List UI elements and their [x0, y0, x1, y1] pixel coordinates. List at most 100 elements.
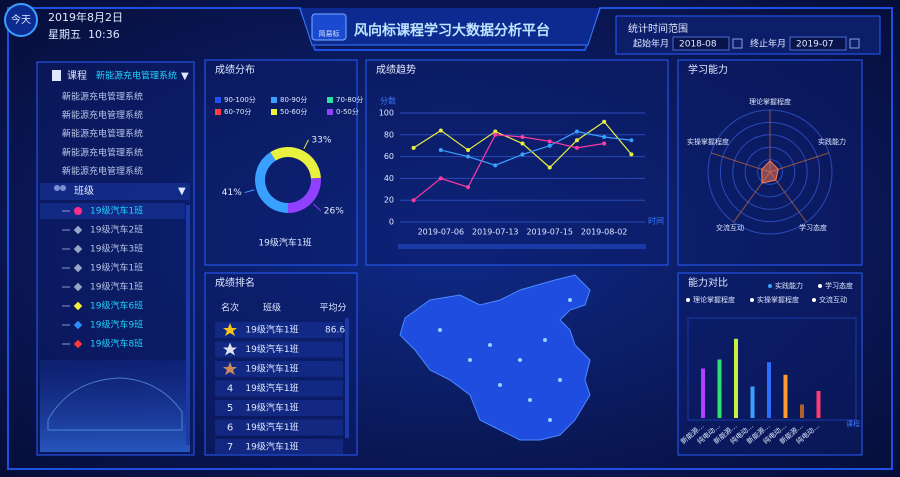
logo — [311, 13, 347, 41]
class-item[interactable]: 19级汽车1班 — [90, 205, 143, 217]
comparison-plot — [687, 317, 857, 421]
legend-label: 实操掌握程度 — [757, 295, 799, 304]
table-row — [215, 341, 343, 358]
course-item[interactable]: 新能源充电管理系统 — [62, 146, 143, 158]
end-input[interactable] — [789, 36, 847, 51]
x-tick-label: 2019-07-15 — [526, 228, 573, 237]
start-label: 起始年月 — [633, 38, 669, 50]
panel-title: 成绩趋势 — [376, 63, 416, 76]
today-badge[interactable] — [4, 3, 38, 37]
class-header-bg — [40, 183, 190, 200]
class-name: 19级汽车1班 — [245, 363, 298, 375]
bar — [734, 338, 738, 418]
class-icon — [73, 225, 83, 235]
course-label: 课程 — [67, 70, 87, 82]
y-axis-label: 分数 — [380, 96, 396, 106]
course-item[interactable]: 新能源充电管理系统 — [62, 128, 143, 140]
rank: 4 — [227, 384, 233, 395]
class-name: 19级汽车1班 — [245, 324, 298, 336]
legend-dot — [812, 298, 816, 302]
legend-swatch — [215, 109, 221, 115]
table-row — [215, 361, 343, 377]
start-input[interactable] — [672, 36, 730, 51]
x-tick-label: 2019-07-13 — [472, 228, 519, 237]
class-item[interactable]: 19级汽车6班 — [90, 300, 143, 312]
value-label: 33% — [311, 135, 331, 145]
legend-label: 90-100分 — [224, 95, 256, 104]
trend-scrollbar[interactable] — [398, 244, 646, 249]
table-row — [215, 400, 343, 416]
class-name: 19级汽车1班 — [245, 382, 298, 394]
legend-label: 50-60分 — [280, 107, 307, 116]
radar-label: 实操掌握程度 — [687, 137, 729, 146]
donut-segment — [270, 147, 321, 179]
trend-line — [413, 120, 632, 169]
legend-label: 实践能力 — [775, 281, 803, 290]
course-icon — [52, 70, 61, 81]
class-item[interactable]: 19级汽车9班 — [90, 319, 143, 331]
calendar-icon[interactable] — [732, 38, 743, 49]
class-icon — [73, 320, 83, 330]
start-value: 2018-08 — [679, 40, 717, 50]
course-item[interactable]: 新能源充电管理系统 — [62, 165, 143, 177]
scrollbar[interactable] — [186, 205, 190, 445]
bar — [783, 374, 788, 418]
label-line — [313, 203, 322, 212]
value-label: 26% — [324, 206, 344, 216]
legend-dot — [768, 284, 772, 288]
label-line — [303, 139, 309, 150]
class-icon — [74, 207, 82, 215]
class-item[interactable]: 19级汽车1班 — [90, 281, 143, 293]
legend-swatch — [327, 109, 333, 115]
table-row — [215, 380, 343, 397]
dropdown-arrow[interactable]: ▼ — [178, 186, 186, 197]
class-name: 19级汽车1班 — [245, 421, 298, 433]
legend-label: 学习态度 — [825, 281, 853, 290]
class-item[interactable]: 19级汽车2班 — [90, 224, 143, 236]
donut-segment — [288, 177, 321, 213]
ranking-scrollbar[interactable] — [345, 318, 349, 438]
legend-dot — [686, 298, 690, 302]
map-dots — [438, 298, 572, 422]
time: 10:36 — [88, 28, 120, 41]
bar — [816, 391, 821, 418]
panel-title: 成绩分布 — [215, 63, 255, 76]
class-item[interactable]: 19级汽车1班 — [90, 262, 143, 274]
class-icon — [73, 301, 83, 311]
legend-swatch — [327, 97, 333, 103]
medal — [223, 323, 237, 336]
class-icon — [73, 339, 83, 349]
class-icon — [73, 244, 83, 254]
y-tick-label: 60 — [384, 152, 394, 161]
time-range-title: 统计时间范围 — [628, 22, 688, 35]
legend-label: 0-50分 — [336, 107, 359, 116]
course-item[interactable]: 新能源充电管理系统 — [62, 91, 143, 103]
course-item[interactable]: 新能源充电管理系统 — [62, 109, 143, 121]
china-map[interactable] — [399, 274, 591, 441]
rank: 5 — [227, 403, 233, 414]
rank: 6 — [227, 423, 233, 434]
class-item[interactable]: 19级汽车3班 — [90, 243, 143, 255]
bar — [800, 404, 804, 418]
bar — [750, 386, 755, 418]
panel-title: 成绩排名 — [215, 276, 255, 289]
x-tick-label: 2019-07-06 — [418, 228, 465, 237]
class-name: 19级汽车1班 — [245, 402, 298, 414]
distribution-panel — [204, 59, 358, 266]
dropdown-arrow[interactable]: ▼ — [181, 71, 189, 82]
course-value[interactable]: 新能源充电管理系统 — [96, 70, 177, 82]
y-tick-label: 0 — [389, 218, 394, 227]
value-label: 41% — [222, 188, 242, 198]
class-icon — [73, 282, 83, 292]
radar-area — [761, 160, 779, 184]
today: 今天 — [11, 13, 31, 26]
radar-label: 理论掌握程度 — [749, 97, 791, 106]
radar-label: 实践能力 — [818, 137, 846, 146]
score: 86.6 — [325, 326, 345, 336]
calendar-icon[interactable] — [849, 38, 860, 49]
trend-line — [413, 134, 605, 201]
y-tick-label: 20 — [384, 196, 394, 205]
class-item[interactable]: 19级汽车8班 — [90, 338, 143, 350]
radar-label: 交流互动 — [716, 223, 744, 232]
